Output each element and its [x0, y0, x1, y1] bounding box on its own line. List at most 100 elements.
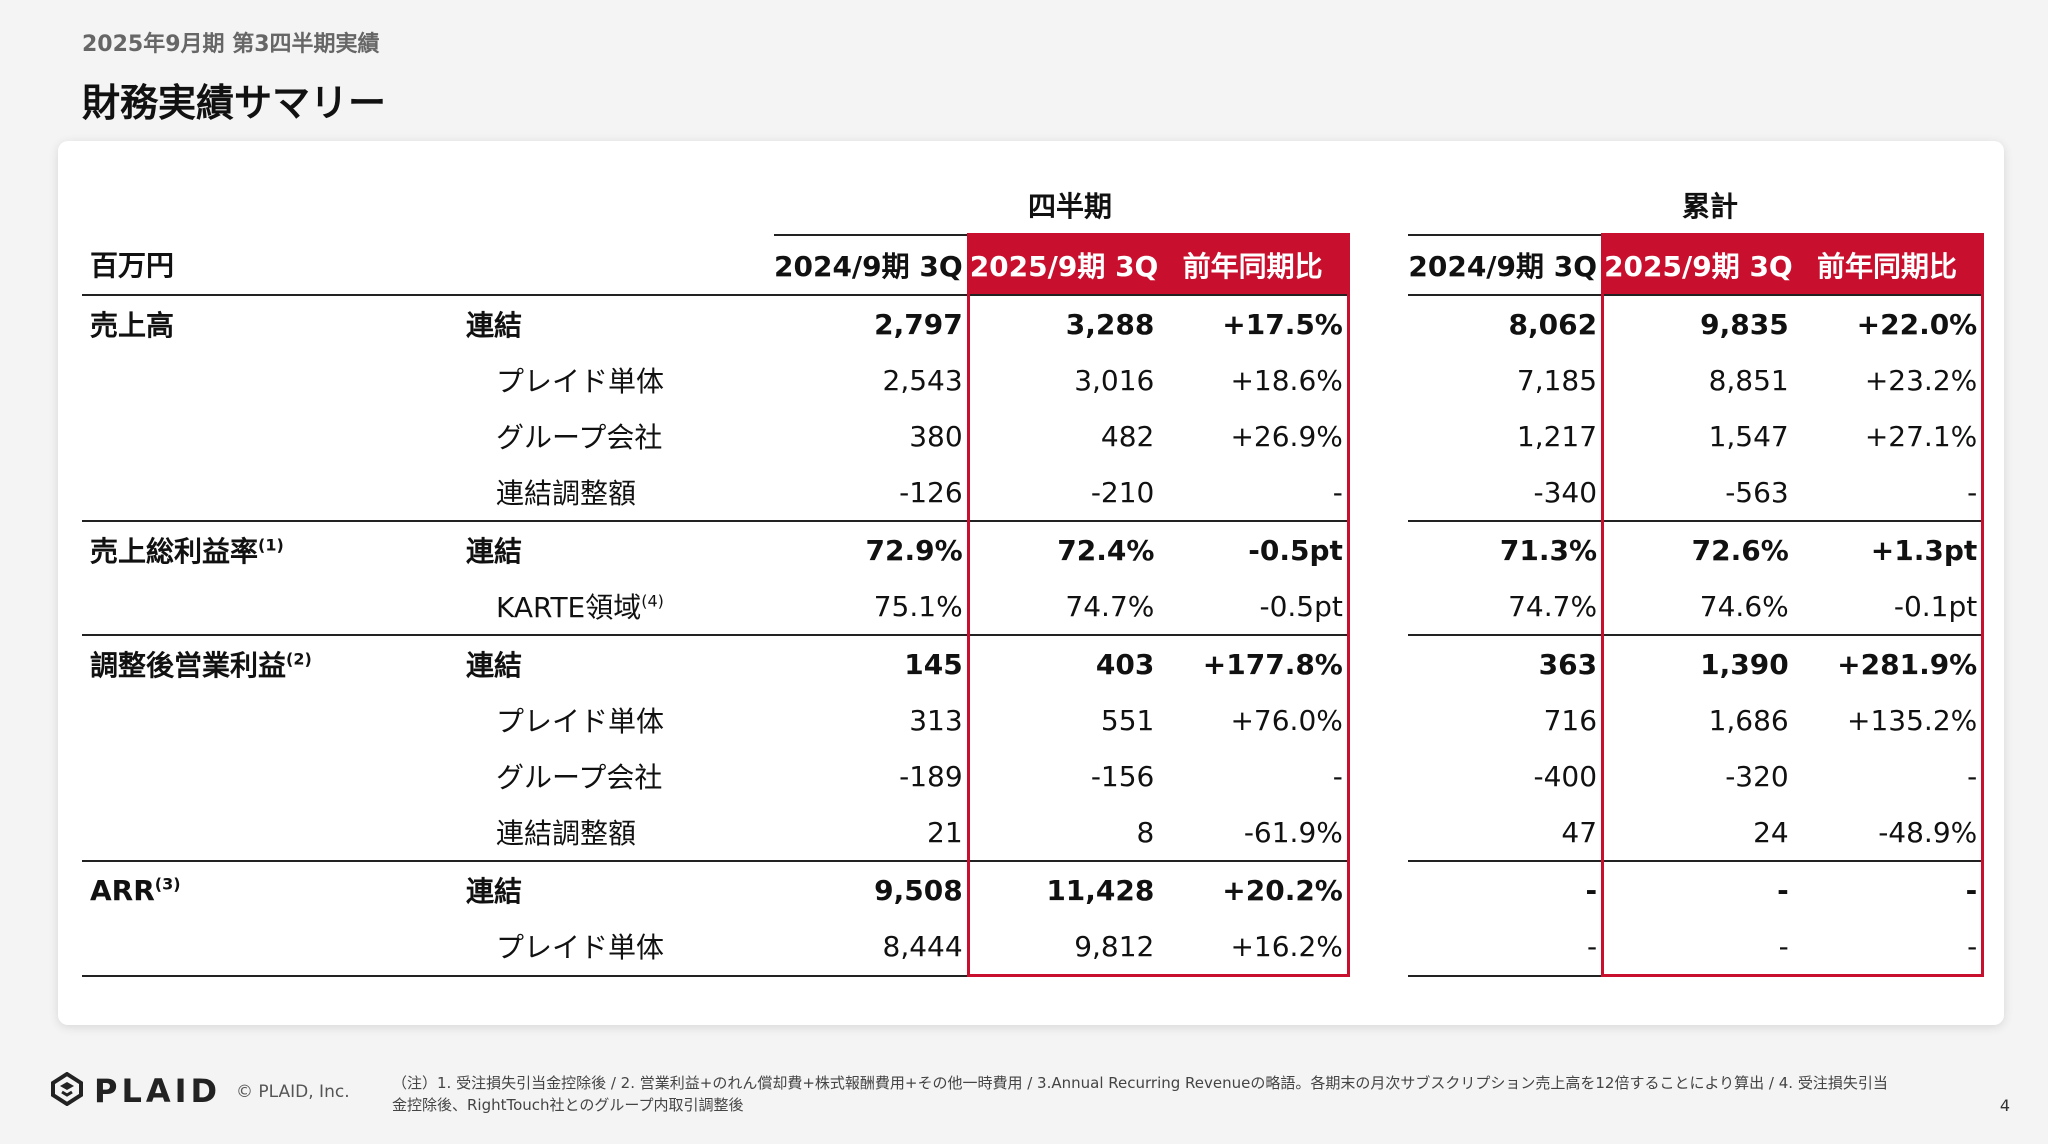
quarter-curr-value: 9,812 [966, 918, 1159, 977]
table-row: プレイド単体 8,444 9,812 +16.2% - - - [82, 918, 1985, 977]
table-header-row: 百万円 2024/9期 3Q 2025/9期 3Q 前年同期比 2024/9期 … [82, 233, 1985, 296]
row-category: 売上総利益率(1) [82, 520, 458, 578]
quarter-yoy-value: +177.8% [1158, 634, 1350, 692]
col-prev-cumulative: 2024/9期 3Q [1408, 233, 1603, 296]
cumulative-yoy-value: +1.3pt [1792, 520, 1985, 578]
quarter-yoy-value: -61.9% [1158, 804, 1350, 861]
subcategory-label: プレイド単体 [496, 931, 665, 965]
row-category [82, 804, 458, 861]
table-row: 売上高 連結 2,797 3,288 +17.5% 8,062 9,835 +22.0% [82, 294, 1985, 352]
page-title: 財務実績サマリー [82, 81, 387, 125]
table-row: KARTE領域(4) 75.1% 74.7% -0.5pt 74.7% 74.6% -0.1… [82, 578, 1985, 635]
cumulative-prev-value: 1,217 [1516, 419, 1598, 453]
quarter-prev-value: 75.1% [873, 589, 963, 623]
footnote-ref: (4) [641, 591, 664, 611]
row-subcategory: 連結 [458, 634, 774, 692]
row-category [82, 918, 458, 977]
category-label: 売上高 [90, 309, 175, 342]
footnote-ref: (1) [258, 535, 284, 555]
table-row: グループ会社 -189 -156- -400 -320- [82, 748, 1985, 804]
quarter-prev-value: -126 [899, 475, 963, 509]
table-row: 連結調整額 -126 -210- -340 -563- [82, 464, 1985, 521]
col-curr-cumulative: 2025/9期 3Q [1601, 233, 1793, 296]
subcategory-label: 連結 [466, 535, 523, 568]
cumulative-yoy-value: - [1792, 918, 1985, 977]
cumulative-yoy-value: - [1792, 748, 1985, 804]
quarter-yoy-value: +76.0% [1158, 692, 1350, 748]
cumulative-yoy-value: - [1792, 860, 1985, 918]
quarter-yoy-value: - [1158, 748, 1350, 804]
financial-summary-card: 四半期 累計 百万円 2024/9期 3Q 2025/9期 3Q 前年同期比 2… [58, 141, 2004, 1025]
subcategory-label: プレイド単体 [496, 705, 665, 738]
cumulative-curr-value: -320 [1601, 748, 1793, 804]
cumulative-curr-value: -563 [1601, 464, 1793, 521]
subcategory-label: 連結 [466, 309, 523, 342]
cumulative-prev-value: 8,062 [1408, 294, 1603, 352]
group-header-cumulative: 累計 [1681, 190, 1738, 223]
col-curr-quarter: 2025/9期 3Q [966, 233, 1159, 296]
category-label: ARR [90, 873, 155, 907]
row-category [82, 408, 458, 464]
subcategory-label: 連結調整額 [496, 477, 637, 510]
cumulative-yoy-value: +135.2% [1792, 692, 1985, 748]
cumulative-prev-value: -400 [1533, 759, 1598, 793]
cumulative-curr-value: 9,835 [1601, 294, 1793, 352]
quarter-prev-value: 2,543 [882, 363, 963, 397]
table-row: 売上総利益率(1) 連結 72.9% 72.4% -0.5pt 71.3% 72.6% +1.… [82, 520, 1985, 578]
row-subcategory: 連結 [458, 294, 774, 352]
cumulative-prev-value: 716 [1543, 703, 1598, 737]
column-gap [1348, 804, 1408, 861]
quarter-prev-value: 380 [909, 419, 963, 453]
cumulative-curr-value: 1,547 [1601, 408, 1793, 464]
category-label: 売上総利益率 [90, 535, 259, 568]
cumulative-yoy-value: +22.0% [1792, 294, 1985, 352]
quarter-curr-value: 3,016 [966, 352, 1159, 408]
row-category [82, 352, 458, 408]
column-gap [1348, 748, 1408, 804]
plaid-logo-icon [50, 1071, 84, 1110]
column-gap [1348, 521, 1408, 578]
cumulative-prev-value: 363 [1408, 634, 1603, 692]
column-gap [1348, 464, 1408, 521]
row-subcategory: プレイド単体 [458, 692, 774, 748]
cumulative-yoy-value: +27.1% [1792, 408, 1985, 464]
quarter-yoy-value: +16.2% [1158, 918, 1350, 977]
cumulative-curr-value: 1,390 [1601, 634, 1793, 692]
quarter-yoy-value: -0.5pt [1158, 578, 1350, 635]
row-category [82, 748, 458, 804]
logo-wordmark: PLAID [94, 1072, 222, 1110]
cumulative-curr-value: 24 [1601, 804, 1793, 861]
quarter-curr-value: -156 [966, 748, 1159, 804]
row-category: 調整後営業利益(2) [82, 634, 458, 692]
row-subcategory: プレイド単体 [458, 352, 774, 408]
table-row: ARR(3) 連結 9,508 11,428 +20.2% - - - [82, 860, 1985, 918]
footnote-ref: (3) [154, 874, 181, 894]
quarter-yoy-value: +17.5% [1158, 294, 1350, 352]
row-category: ARR(3) [82, 860, 458, 918]
period-label: 2025年9月期 第3四半期実績 [82, 32, 380, 57]
row-subcategory: グループ会社 [458, 408, 774, 464]
quarter-curr-value: 8 [966, 804, 1159, 861]
row-subcategory: 連結 [458, 520, 774, 578]
cumulative-curr-value: 8,851 [1601, 352, 1793, 408]
subcategory-label: 連結 [466, 649, 523, 682]
cumulative-yoy-value: +23.2% [1792, 352, 1985, 408]
cumulative-curr-value: - [1601, 860, 1793, 918]
cumulative-curr-value: 72.6% [1601, 520, 1793, 578]
quarter-yoy-value: -0.5pt [1158, 520, 1350, 578]
quarter-yoy-value: +18.6% [1158, 352, 1350, 408]
col-yoy-quarter: 前年同期比 [1158, 233, 1350, 296]
subcategory-label: 連結 [466, 875, 523, 908]
quarter-yoy-value: +26.9% [1158, 408, 1350, 464]
category-label: 調整後営業利益 [90, 649, 287, 682]
cumulative-prev-value: - [1408, 918, 1603, 977]
table-row: 調整後営業利益(2) 連結 145 403 +177.8% 363 1,390 +281.9% [82, 634, 1985, 692]
subcategory-label: プレイド単体 [496, 365, 665, 398]
column-gap [1348, 352, 1408, 408]
quarter-prev-value: 2,797 [774, 294, 969, 352]
quarter-curr-value: 551 [966, 692, 1159, 748]
footnote-ref: (2) [286, 649, 312, 669]
table-row: プレイド単体 313 551 +76.0% 716 1,686 +135.2% [82, 692, 1985, 748]
table-row: グループ会社 380 482 +26.9% 1,217 1,547 +27.1% [82, 408, 1985, 464]
row-category [82, 578, 458, 635]
